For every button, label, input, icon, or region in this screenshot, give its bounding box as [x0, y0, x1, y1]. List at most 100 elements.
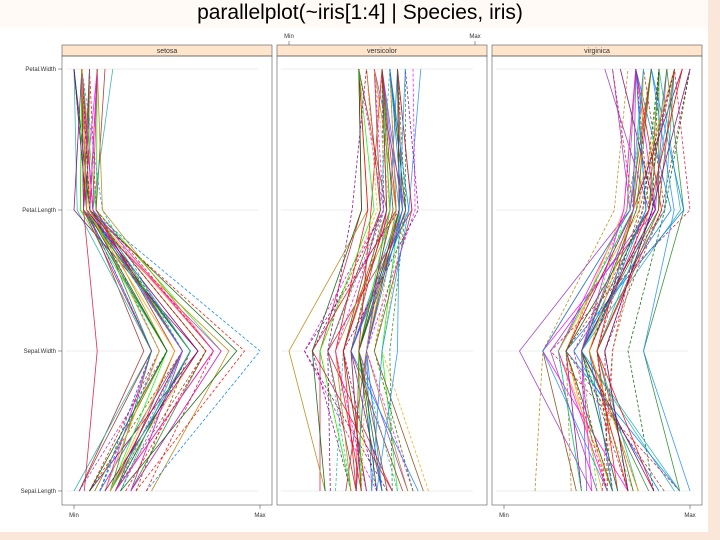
- series-line-virginica-49: [601, 68, 675, 492]
- series-line-virginica-5: [581, 68, 668, 492]
- series-line-virginica-24: [557, 68, 637, 492]
- series-line-virginica-23: [565, 68, 685, 492]
- series-line-virginica-47: [542, 68, 644, 492]
- series-line-setosa-47: [81, 68, 215, 492]
- series-line-virginica-29: [565, 68, 660, 492]
- series-line-versicolor-47: [358, 68, 391, 492]
- series-line-versicolor-49: [327, 68, 367, 492]
- series-line-virginica-41: [588, 68, 683, 492]
- series-line-versicolor-21: [371, 68, 422, 492]
- series-line-setosa-14: [73, 68, 152, 492]
- series-line-virginica-26: [596, 68, 663, 492]
- slide-title: parallelplot(~iris[1:4] | Species, iris): [197, 1, 523, 24]
- tick-label-min-versicolor: Min: [284, 34, 294, 40]
- series-line-versicolor-40: [327, 68, 385, 492]
- series-line-setosa-35: [81, 68, 160, 492]
- series-line-virginica-45: [604, 68, 691, 492]
- series-line-versicolor-33: [342, 68, 381, 492]
- panel-frame-setosa: [61, 55, 273, 506]
- series-line-setosa-50: [81, 68, 176, 492]
- series-line-versicolor-27: [350, 68, 419, 492]
- var-label-Sepal.Length: Sepal.Length: [21, 489, 56, 495]
- series-line-virginica-40: [588, 68, 660, 492]
- series-line-virginica-7: [534, 68, 629, 492]
- series-line-virginica-16: [596, 68, 675, 492]
- var-label-Petal.Width: Petal.Width: [25, 67, 56, 73]
- series-line-versicolor-9: [358, 68, 409, 492]
- strip-label-virginica: virginica: [584, 48, 610, 55]
- series-line-virginica-30: [581, 68, 656, 492]
- series-line-virginica-10: [627, 68, 691, 492]
- series-line-setosa-32: [89, 68, 183, 492]
- panel-versicolor: versicolor Min Max: [276, 34, 488, 506]
- series-line-virginica-46: [581, 68, 675, 492]
- series-line-setosa-34: [81, 68, 246, 492]
- series-line-setosa-44: [92, 68, 191, 492]
- series-line-virginica-20: [519, 68, 631, 492]
- series-line-virginica-32: [643, 68, 691, 492]
- series-line-virginica-11: [596, 68, 652, 492]
- series-line-versicolor-36: [376, 68, 406, 492]
- var-label-Sepal.Width: Sepal.Width: [24, 349, 56, 355]
- series-line-virginica-42: [588, 68, 675, 492]
- slide-bottom-border: [0, 532, 720, 540]
- series-line-virginica-43: [557, 68, 644, 492]
- series-line-virginica-39: [581, 68, 637, 492]
- series-line-setosa-46: [86, 68, 152, 492]
- series-line-setosa-40: [81, 68, 183, 492]
- tick-label-min-virginica: Min: [499, 513, 509, 519]
- series-line-setosa-17: [83, 68, 222, 492]
- series-line-setosa-49: [81, 68, 207, 492]
- series-line-versicolor-7: [389, 68, 407, 492]
- series-line-versicolor-37: [373, 68, 414, 492]
- series-line-setosa-11: [81, 68, 207, 492]
- series-line-virginica-48: [581, 68, 652, 492]
- series-line-setosa-36: [79, 68, 168, 492]
- series-line-virginica-12: [557, 68, 644, 492]
- series-line-setosa-33: [73, 68, 238, 492]
- series-line-virginica-31: [565, 68, 666, 492]
- series-line-setosa-43: [78, 68, 168, 492]
- series-line-setosa-38: [73, 68, 199, 492]
- series-line-virginica-18: [643, 68, 685, 492]
- tick-label-min-setosa: Min: [69, 513, 79, 519]
- series-line-setosa-24: [95, 68, 176, 492]
- series-line-virginica-37: [606, 68, 683, 492]
- panel-frame-versicolor: [276, 55, 488, 506]
- panel-virginica: virginica Min Max: [491, 44, 703, 519]
- series-line-setosa-27: [92, 68, 183, 492]
- tick-label-max-virginica: Max: [684, 513, 695, 519]
- series-line-versicolor-43: [335, 68, 385, 492]
- strip-label-versicolor: versicolor: [367, 48, 398, 55]
- series-line-versicolor-41: [335, 68, 397, 492]
- series-line-versicolor-13: [304, 68, 385, 492]
- series-line-versicolor-42: [366, 68, 403, 492]
- series-line-virginica-36: [581, 68, 681, 492]
- series-line-versicolor-48: [358, 68, 394, 492]
- series-line-virginica-4: [573, 68, 650, 492]
- series-line-versicolor-28: [366, 68, 416, 492]
- panel-frame-virginica: [491, 55, 703, 506]
- series-line-versicolor-46: [360, 68, 391, 492]
- series-line-versicolor-32: [319, 68, 375, 492]
- series-line-virginica-35: [550, 68, 650, 492]
- series-line-versicolor-44: [311, 68, 362, 492]
- series-line-setosa-31: [81, 68, 160, 492]
- series-line-versicolor-4: [311, 68, 385, 492]
- series-line-setosa-18: [86, 68, 191, 492]
- panels-layer: setosa Min Max versicolor Min Max virginica Min…: [61, 34, 703, 519]
- series-line-setosa-42: [83, 68, 98, 492]
- series-line-virginica-50: [581, 68, 637, 492]
- series-line-setosa-19: [89, 68, 214, 492]
- series-line-virginica-38: [588, 68, 647, 492]
- strip-label-setosa: setosa: [157, 48, 178, 55]
- series-line-virginica-1: [604, 68, 691, 492]
- axis-layer: Sepal.Length Sepal.Width Petal.Length Petal…: [21, 67, 62, 495]
- var-label-Petal.Length: Petal.Length: [22, 208, 56, 214]
- series-line-versicolor-50: [350, 68, 388, 492]
- slide-right-border: [708, 0, 720, 540]
- series-line-setosa-25: [81, 68, 183, 492]
- series-line-versicolor-30: [335, 68, 369, 492]
- tick-label-max-setosa: Max: [254, 513, 265, 519]
